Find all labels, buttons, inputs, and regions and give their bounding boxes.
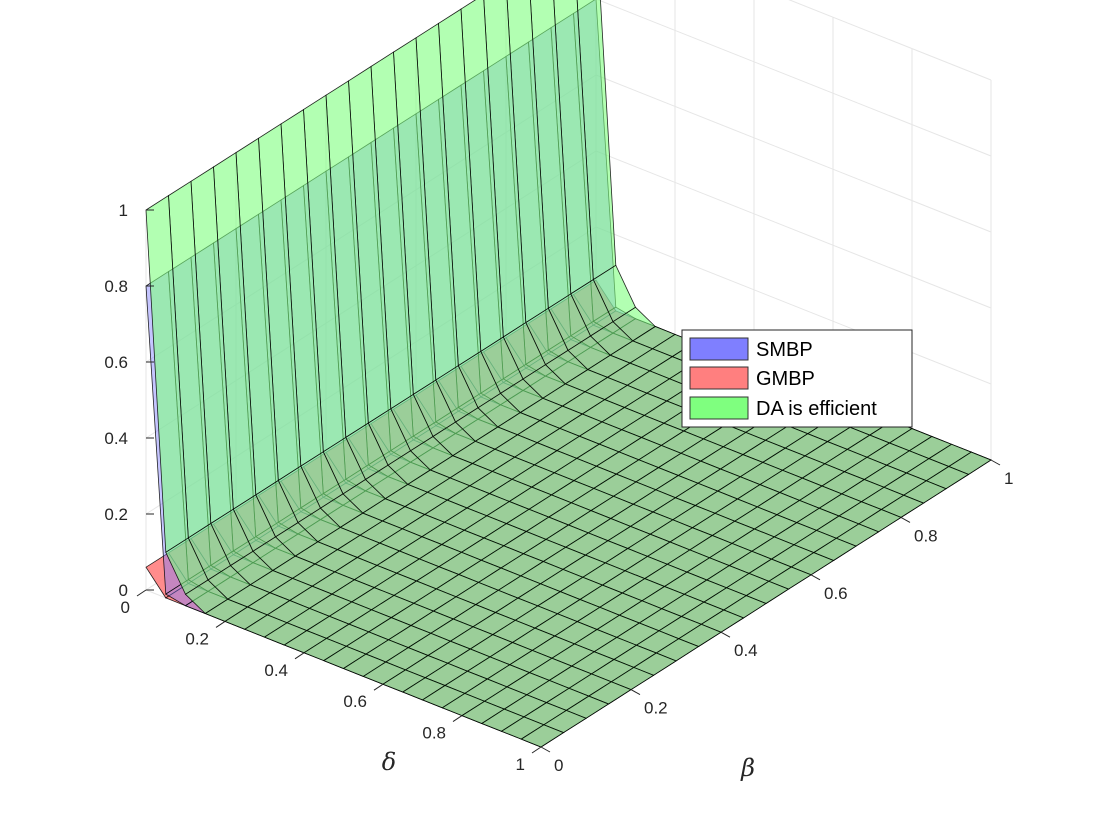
axis-ticks: 0 0.2 0.4 0.6 0.8 1 0 0.2 0.4 0.6 0.8 1 0 0.2 0.4 0.6 0.… [104, 201, 1013, 775]
z-tick-label: 0.8 [104, 277, 128, 296]
x-axis-label: δ [382, 748, 396, 776]
legend-swatch-gmbp [689, 366, 749, 390]
y-tick-label: 0.4 [734, 641, 758, 660]
grid-line [595, 226, 992, 385]
legend-label-gmbp: GMBP [756, 368, 815, 390]
x-tick [136, 589, 147, 597]
grid-line [788, 0, 992, 81]
x-tick-label: 0 [121, 598, 130, 617]
surface-plot [145, 0, 992, 748]
surface-patch [520, 724, 565, 748]
legend-item-smbp: SMBP [689, 337, 813, 361]
y-tick [810, 574, 821, 581]
x-tick [215, 620, 226, 628]
legend: SMBP GMBP DA is efficient [681, 329, 913, 428]
z-tick-label: 0.2 [104, 505, 128, 524]
y-tick [630, 689, 641, 696]
legend-item-da-efficient: DA is efficient [689, 396, 877, 420]
y-tick-label: 0.2 [644, 699, 668, 718]
y-tick-label: 0.6 [824, 584, 848, 603]
x-tick [294, 652, 305, 660]
x-tick-label: 0.2 [185, 629, 209, 648]
y-tick [990, 459, 1001, 466]
z-tick-label: 0.6 [104, 353, 128, 372]
x-tick-label: 1 [516, 755, 525, 774]
y-tick-label: 1 [1004, 469, 1013, 488]
grid-line [595, 150, 992, 309]
surface-da-is-efficient [145, 0, 992, 748]
z-tick-label: 1 [119, 201, 128, 220]
x-tick [531, 746, 542, 754]
legend-swatch-da-efficient [689, 396, 749, 420]
grid-line [597, 0, 992, 157]
z-tick-label: 0.4 [104, 429, 128, 448]
x-tick [452, 715, 463, 723]
grid-line [595, 74, 992, 233]
y-tick-label: 0 [554, 756, 563, 775]
x-tick-label: 0.4 [264, 661, 288, 680]
y-axis-label: β [740, 754, 755, 782]
x-tick [373, 683, 384, 691]
z-tick-label: 0 [119, 581, 128, 600]
legend-label-da-efficient: DA is efficient [756, 398, 877, 420]
y-tick [900, 516, 911, 523]
y-tick-label: 0.8 [914, 526, 938, 545]
y-tick [540, 746, 551, 753]
legend-label-smbp: SMBP [756, 339, 813, 361]
legend-item-gmbp: GMBP [689, 366, 815, 390]
x-tick-label: 0.8 [422, 724, 446, 743]
y-tick [720, 631, 731, 638]
x-tick-label: 0.6 [343, 692, 367, 711]
legend-swatch-smbp [689, 337, 749, 361]
